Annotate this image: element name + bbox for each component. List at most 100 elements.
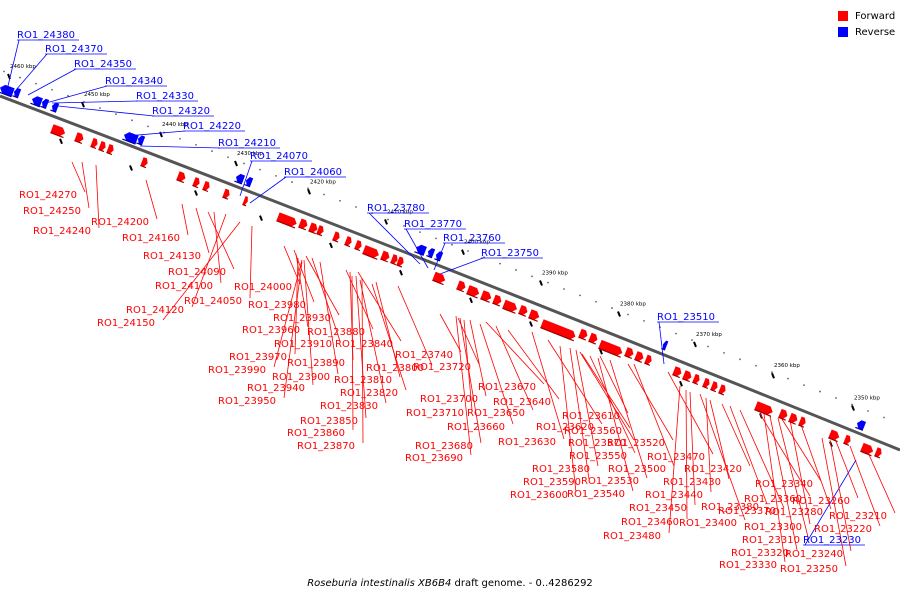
forward-gene-shape	[644, 354, 652, 365]
gene-shade	[222, 196, 229, 200]
gene-shade	[202, 188, 209, 193]
ruler-tick	[851, 405, 855, 411]
forward-gene-label: RO1_23540	[567, 489, 625, 500]
forward-gene-label: RO1_23700	[420, 394, 478, 405]
forward-gene-label: RO1_23890	[287, 358, 345, 369]
forward-gene-shape	[456, 280, 466, 291]
forward-gene-label: RO1_23900	[272, 372, 330, 383]
gene-shade	[426, 255, 433, 259]
gene-shade	[624, 354, 632, 359]
forward-gene-label: RO1_24100	[155, 281, 213, 292]
forward-gene-shape	[492, 294, 502, 305]
gene-shade	[380, 258, 389, 263]
forward-gene-label: RO1_23480	[603, 531, 661, 542]
ruler-label: 2360 kbp	[774, 363, 800, 369]
gene-shade	[136, 142, 143, 146]
forward-gene-shape	[874, 447, 882, 457]
forward-gene-arrow	[588, 332, 598, 345]
reverse-gene-label: RO1_23770	[404, 219, 462, 230]
forward-gene-label: RO1_23590	[523, 477, 581, 488]
legend-forward: Forward	[838, 8, 895, 24]
gene-shade	[234, 180, 243, 185]
forward-gene-label: RO1_23680	[415, 441, 473, 452]
gene-shade	[298, 226, 307, 231]
forward-gene-arrow	[644, 354, 652, 366]
ruler-tick-lower	[329, 242, 333, 249]
forward-leader	[721, 403, 751, 467]
reverse-gene-shape	[662, 340, 669, 350]
guide-dot	[355, 206, 357, 208]
forward-gene-label: RO1_24130	[143, 251, 201, 262]
forward-gene-label: RO1_23240	[785, 549, 843, 560]
forward-leader	[361, 277, 364, 444]
gene-shade	[718, 392, 725, 396]
forward-gene-shape	[140, 157, 148, 167]
forward-gene-label: RO1_23820	[340, 388, 398, 399]
forward-gene-label: RO1_23650	[467, 408, 525, 419]
forward-leader	[575, 349, 599, 467]
gene-shade	[828, 437, 838, 443]
forward-gene-shape	[843, 434, 851, 445]
gene-shade	[40, 105, 47, 109]
ruler-label: 2370 kbp	[696, 332, 722, 338]
forward-gene-label: RO1_24270	[19, 190, 77, 201]
reverse-gene-label: RO1_24060	[284, 167, 342, 178]
forward-gene-arrow	[344, 236, 352, 248]
gene-shade	[634, 358, 642, 363]
forward-leader	[507, 329, 560, 400]
forward-gene-arrow	[702, 377, 710, 390]
forward-gene-shape	[466, 285, 480, 297]
ruler-tick-lower	[529, 321, 533, 327]
forward-gene-label: RO1_24120	[126, 305, 184, 316]
gene-shade	[788, 420, 796, 425]
gene-shade	[30, 102, 40, 108]
guide-dot	[451, 243, 453, 246]
forward-gene-shape	[634, 351, 644, 362]
ruler-label: 2410 kbp	[387, 209, 413, 215]
forward-leader	[495, 325, 534, 411]
guide-dot	[787, 377, 789, 380]
forward-gene-arrow	[578, 328, 588, 341]
gene-shade	[540, 327, 575, 342]
forward-gene-label: RO1_23400	[679, 518, 737, 529]
forward-gene-shape	[74, 132, 84, 143]
forward-gene-label: RO1_23550	[569, 451, 627, 462]
forward-leader	[763, 413, 786, 563]
reverse-gene-arrow	[40, 98, 50, 109]
reverse-gene-arrow	[50, 102, 60, 113]
forward-gene-shape	[588, 332, 598, 343]
ruler-tick	[461, 249, 465, 256]
guide-dot	[275, 174, 277, 177]
ruler-label: 2420 kbp	[310, 179, 336, 185]
forward-gene-label: RO1_24090	[168, 267, 226, 278]
reverse-gene-arrow	[0, 84, 15, 98]
reverse-gene-arrow	[426, 248, 436, 259]
forward-gene-shape	[778, 408, 788, 420]
reverse-gene-label: RO1_24070	[250, 151, 308, 162]
guide-dot	[51, 88, 53, 91]
gene-shade	[843, 442, 850, 446]
forward-gene-label: RO1_23450	[629, 503, 687, 514]
forward-gene-shape	[396, 256, 404, 267]
reverse-gene-label: RO1_23230	[803, 535, 861, 546]
forward-leader	[799, 421, 832, 510]
forward-gene-shape	[788, 412, 798, 424]
guide-dot	[643, 319, 645, 322]
forward-leader	[95, 164, 100, 229]
forward-gene-label: RO1_23260	[792, 496, 850, 507]
forward-gene-shape	[90, 137, 98, 148]
forward-gene-shape	[682, 370, 692, 381]
forward-gene-label: RO1_23870	[297, 441, 355, 452]
gene-shade	[434, 258, 441, 262]
forward-gene-label: RO1_23970	[229, 352, 287, 363]
reverse-gene-label: RO1_23510	[657, 312, 715, 323]
forward-gene-arrow	[466, 285, 480, 299]
forward-gene-label: RO1_23360	[744, 494, 802, 505]
forward-gene-shape	[598, 339, 623, 356]
gene-shade	[466, 292, 478, 299]
forward-gene-label: RO1_24150	[97, 318, 155, 329]
ruler-tick	[81, 101, 85, 108]
gene-shade	[90, 145, 97, 150]
label-leader-lines	[7, 39, 896, 567]
forward-leader	[597, 357, 634, 492]
